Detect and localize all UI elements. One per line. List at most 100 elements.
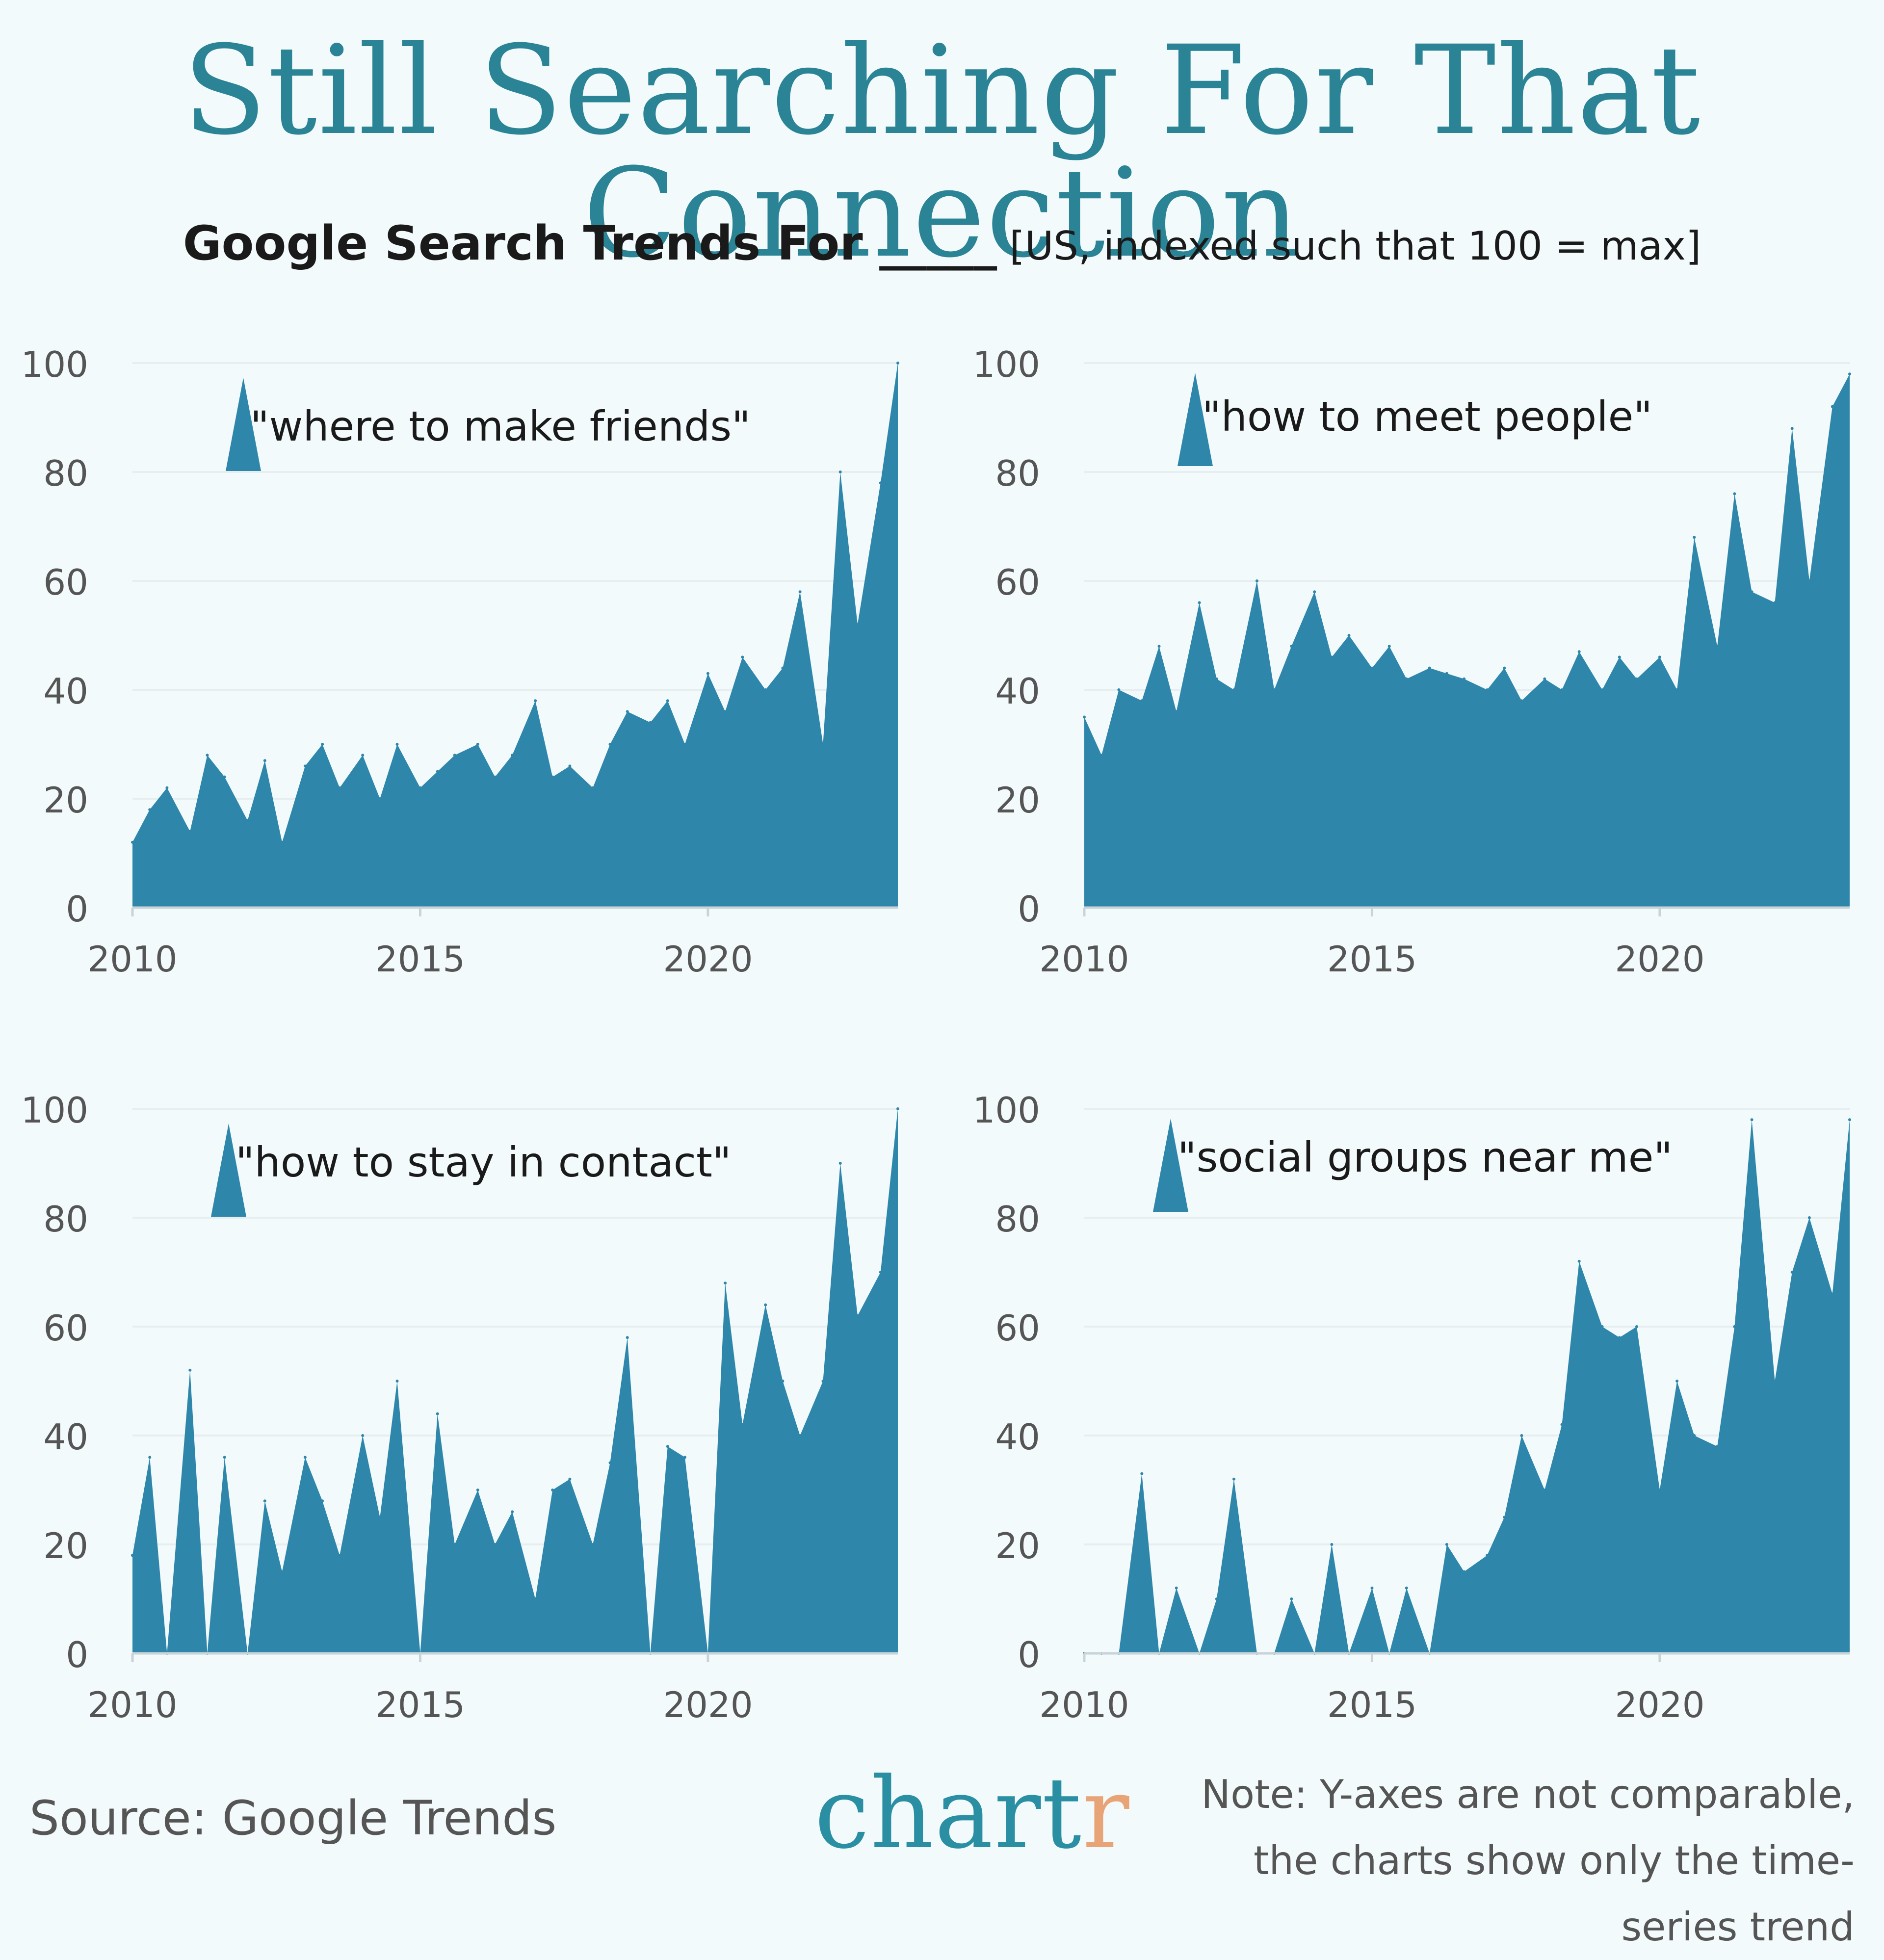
- x-tick-label: 2015: [1327, 1684, 1417, 1725]
- data-point: [649, 721, 652, 724]
- data-point: [148, 808, 152, 811]
- y-tick-label: 20: [995, 780, 1040, 821]
- data-point: [568, 764, 572, 768]
- legend-triangle-icon: [211, 1124, 246, 1217]
- series-label-1: "where to make friends": [250, 402, 751, 450]
- data-point: [453, 1543, 456, 1546]
- data-point: [534, 699, 537, 703]
- data-point: [303, 1456, 307, 1459]
- data-point: [1273, 688, 1276, 691]
- y-tick-label: 80: [995, 1199, 1040, 1240]
- data-point: [281, 840, 284, 844]
- data-point: [206, 754, 209, 757]
- area-series: [132, 363, 898, 908]
- data-point: [1370, 1586, 1374, 1590]
- data-point: [1486, 1554, 1489, 1557]
- x-tick-label: 2020: [1615, 1684, 1704, 1725]
- x-tick-label: 2010: [87, 1684, 177, 1725]
- data-point: [666, 1445, 669, 1448]
- data-point: [511, 1510, 514, 1514]
- data-point: [1387, 645, 1391, 648]
- data-point: [281, 1570, 284, 1573]
- data-point: [724, 710, 727, 713]
- data-point: [1405, 1586, 1408, 1590]
- y-tick-label: 20: [43, 1525, 88, 1567]
- data-point: [591, 786, 595, 789]
- series-label-4: "social groups near me": [1178, 1133, 1673, 1181]
- axis-note: Note: Y-axes are not comparable, the cha…: [1201, 1772, 1855, 1950]
- data-point: [1675, 688, 1679, 691]
- data-point: [821, 743, 825, 746]
- data-point: [1543, 677, 1546, 680]
- data-point: [1831, 1292, 1834, 1296]
- data-point: [1635, 1325, 1638, 1328]
- data-point: [1807, 579, 1811, 582]
- brand-logo: chartr: [814, 1756, 1130, 1871]
- y-tick-label: 0: [66, 889, 88, 930]
- data-point: [1790, 1271, 1794, 1274]
- data-point: [1848, 1118, 1851, 1122]
- data-point: [1215, 1597, 1218, 1600]
- data-point: [338, 786, 341, 789]
- data-point: [1428, 666, 1431, 670]
- data-point: [395, 743, 399, 746]
- y-tick-label: 80: [43, 453, 88, 494]
- data-point: [1831, 405, 1834, 408]
- data-point: [321, 1499, 324, 1503]
- chart-svg-4: 0 20 40 60 80 100 2010 2015 2020: [973, 1090, 1851, 1725]
- data-point: [1600, 1325, 1604, 1328]
- data-point: [666, 699, 669, 703]
- data-point: [361, 754, 365, 757]
- data-point: [1577, 650, 1581, 653]
- y-tick-label: 100: [21, 1090, 88, 1131]
- data-point: [338, 1554, 341, 1557]
- data-point: [476, 1489, 479, 1491]
- data-point: [1370, 666, 1374, 670]
- y-tick-label: 60: [995, 1307, 1040, 1349]
- data-point: [395, 1380, 399, 1383]
- y-tick-label: 20: [43, 780, 88, 821]
- data-point: [419, 786, 422, 789]
- data-point: [1140, 1472, 1144, 1475]
- chart-panel-2: 0 20 40 60 80 100 2010 2015 2020 "how to meet pe…: [952, 314, 1884, 1001]
- chart-svg-2: 0 20 40 60 80 100 2010 2015 2020: [973, 344, 1851, 980]
- data-point: [798, 590, 802, 594]
- data-point: [493, 775, 497, 779]
- series-label-2: "how to meet people": [1202, 392, 1652, 441]
- legend-triangle-icon: [1178, 373, 1213, 466]
- data-point: [1463, 677, 1466, 680]
- data-point: [1175, 710, 1178, 713]
- data-point: [321, 743, 324, 746]
- y-tick-label: 60: [995, 562, 1040, 603]
- data-point: [1807, 1216, 1811, 1219]
- data-point: [131, 840, 134, 844]
- data-point: [1330, 655, 1334, 659]
- data-point: [683, 743, 686, 746]
- data-point: [1347, 634, 1351, 637]
- data-point: [511, 754, 514, 757]
- data-point: [608, 743, 612, 746]
- legend-triangle-icon: [226, 378, 261, 471]
- data-point: [838, 1162, 842, 1165]
- x-tick-label: 2010: [1039, 1684, 1129, 1725]
- data-point: [493, 1543, 497, 1546]
- y-tick-label: 100: [21, 344, 88, 385]
- x-tick-label: 2015: [1327, 939, 1417, 980]
- y-tick-label: 20: [995, 1525, 1040, 1567]
- data-point: [1405, 677, 1408, 680]
- x-tick-label: 2015: [375, 1684, 465, 1725]
- data-point: [1618, 655, 1621, 659]
- data-point: [1503, 666, 1506, 670]
- chart-svg-3: 0 20 40 60 80 100 2010 2015 2020: [21, 1090, 899, 1725]
- data-point: [856, 1314, 859, 1317]
- data-point: [838, 470, 842, 473]
- data-point: [1773, 1380, 1777, 1383]
- data-point: [1716, 1445, 1719, 1448]
- data-point: [1445, 1543, 1448, 1546]
- data-point: [683, 1456, 686, 1459]
- data-point: [1733, 492, 1736, 496]
- data-point: [781, 1380, 785, 1383]
- data-point: [1716, 645, 1719, 648]
- chart-svg-1: 0 20 40 60 80 100 2010 2015 2020: [21, 344, 899, 980]
- data-point: [1560, 1423, 1564, 1426]
